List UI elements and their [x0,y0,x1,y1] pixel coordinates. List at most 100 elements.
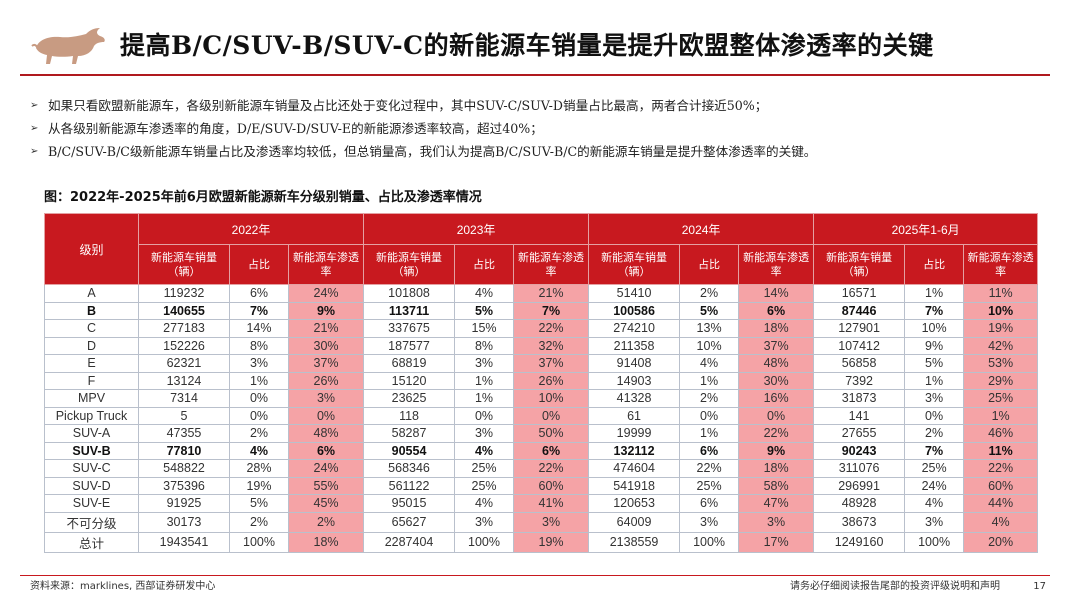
row-label: F [44,371,139,390]
penetration-cell: 37% [513,354,590,373]
penetration-cell: 41% [513,494,590,513]
bullet-text: 从各级别新能源车渗透率的角度，D/E/SUV-D/SUV-E的新能源渗透率较高，… [48,121,543,136]
sales-cell: 1943541 [138,531,230,553]
sales-cell: 95015 [363,494,456,513]
sales-cell: 23625 [363,389,456,408]
table-row: SUV-B 77810 4% 6% 90554 4% 6% 132112 6% 9% 90243 7%… [44,441,1039,460]
penetration-cell: 10% [963,301,1039,320]
bullet-text: 如果只看欧盟新能源车，各级别新能源车销量及占比还处于变化过程中，其中SUV-C/… [48,98,768,113]
penetration-cell: 32% [513,336,590,355]
penetration-cell: 22% [963,459,1039,478]
column-header: 占比 [454,244,515,285]
column-header: 新能源车销量（辆） [363,244,456,285]
share-cell: 2% [229,511,289,533]
penetration-cell: 18% [738,319,815,338]
table-row: SUV-D 375396 19% 55% 561122 25% 60% 541918 25% 58… [44,476,1039,495]
penetration-cell: 1% [963,406,1039,425]
column-header: 新能源车销量（辆） [138,244,230,285]
sales-cell: 58287 [363,424,456,443]
row-label: E [44,354,139,373]
penetration-cell: 53% [963,354,1039,373]
penetration-cell: 29% [963,371,1039,390]
share-cell: 6% [679,494,740,513]
penetration-cell: 0% [738,406,815,425]
share-cell: 0% [904,406,965,425]
sales-cell: 152226 [138,336,230,355]
table-row: 不可分级 30173 2% 2% 65627 3% 3% 64009 3% 3% 38673 3% 4% [44,511,1039,533]
share-cell: 1% [904,284,965,303]
share-cell: 0% [229,406,289,425]
table-row: Pickup Truck 5 0% 0% 118 0% 0% 61 0% 0% 141 0% 1% [44,406,1039,425]
penetration-cell: 25% [963,389,1039,408]
arrow-bullet-icon: ➢ [30,100,39,111]
sales-cell: 14903 [588,371,681,390]
penetration-cell: 10% [513,389,590,408]
penetration-cell: 47% [738,494,815,513]
share-cell: 1% [679,371,740,390]
sales-cell: 13124 [138,371,230,390]
share-cell: 5% [679,301,740,320]
row-label: SUV-C [44,459,139,478]
row-label: C [44,319,139,338]
column-header: 新能源车渗透率 [738,244,815,285]
row-label: SUV-A [44,424,139,443]
share-cell: 3% [679,511,740,533]
sales-cell: 118 [363,406,456,425]
penetration-cell: 30% [287,336,365,355]
penetration-cell: 58% [738,476,815,495]
sales-cell: 375396 [138,476,230,495]
column-header: 新能源车销量（辆） [813,244,906,285]
penetration-cell: 3% [738,511,815,533]
penetration-cell: 4% [963,511,1039,533]
share-cell: 24% [904,476,965,495]
penetration-cell: 6% [513,441,590,460]
sales-cell: 38673 [813,511,906,533]
column-header: 占比 [904,244,965,285]
share-cell: 25% [454,459,515,478]
share-cell: 4% [454,441,515,460]
penetration-cell: 24% [287,284,365,303]
sales-cell: 47355 [138,424,230,443]
year-header: 2024年 [588,213,815,245]
share-cell: 3% [454,354,515,373]
penetration-cell: 9% [287,301,365,320]
share-cell: 5% [904,354,965,373]
sales-cell: 65627 [363,511,456,533]
sales-cell: 87446 [813,301,906,320]
sales-cell: 41328 [588,389,681,408]
sales-cell: 68819 [363,354,456,373]
share-cell: 0% [454,406,515,425]
sales-cell: 27655 [813,424,906,443]
table-row: 总计 1943541 100% 18% 2287404 100% 19% 2138559 100… [44,531,1039,553]
disclaimer-note: 请务必仔细阅读报告尾部的投资评级说明和声明 [790,581,1000,592]
table-corner-header: 级别 [44,213,139,285]
share-cell: 0% [679,406,740,425]
sales-cell: 2287404 [363,531,456,553]
bullet-item: ➢ 如果只看欧盟新能源车，各级别新能源车销量及占比还处于变化过程中，其中SUV-… [30,94,1060,117]
sales-cell: 274210 [588,319,681,338]
sales-cell: 7392 [813,371,906,390]
column-header: 新能源车渗透率 [963,244,1039,285]
sales-cell: 1249160 [813,531,906,553]
sales-cell: 120653 [588,494,681,513]
share-cell: 4% [679,354,740,373]
share-cell: 7% [229,301,289,320]
penetration-cell: 3% [287,389,365,408]
page-title: 提高B/C/SUV-B/SUV-C的新能源车销量是提升欧盟整体渗透率的关键 [120,31,934,60]
table-row: F 13124 1% 26% 15120 1% 26% 14903 1% 30% 7392 1% 29% [44,371,1039,390]
share-cell: 6% [679,441,740,460]
penetration-cell: 11% [963,284,1039,303]
penetration-cell: 20% [963,531,1039,553]
sales-cell: 5 [138,406,230,425]
share-cell: 100% [904,531,965,553]
share-cell: 1% [904,371,965,390]
row-label: MPV [44,389,139,408]
share-cell: 15% [454,319,515,338]
row-label: SUV-D [44,476,139,495]
share-cell: 7% [904,301,965,320]
penetration-cell: 55% [287,476,365,495]
sales-cell: 296991 [813,476,906,495]
share-cell: 3% [454,424,515,443]
penetration-cell: 42% [963,336,1039,355]
penetration-cell: 46% [963,424,1039,443]
